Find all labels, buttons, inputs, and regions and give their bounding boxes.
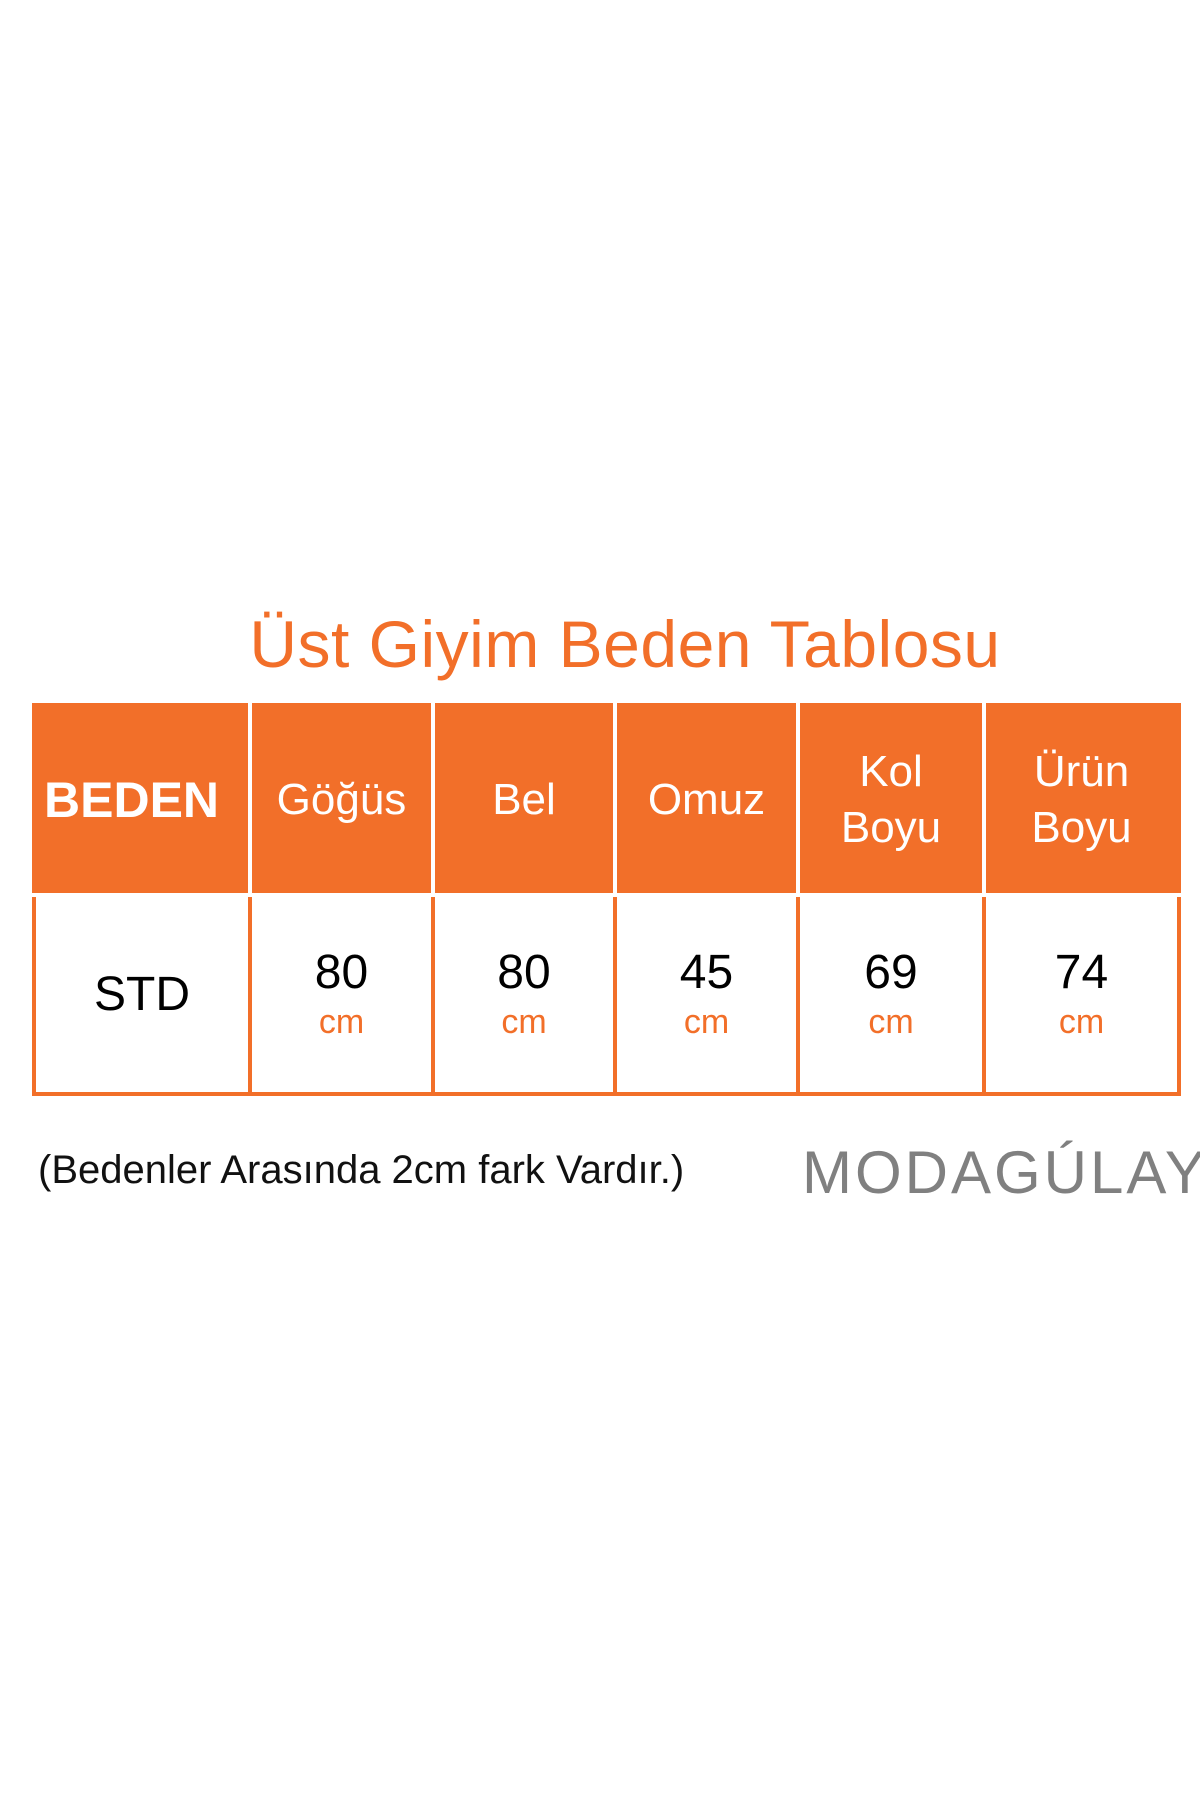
page-title: Üst Giyim Beden Tablosu <box>249 607 1001 681</box>
header-beden: BEDEN <box>32 703 252 897</box>
size-chart-table: BEDEN Göğüs Bel Omuz Kol Boyu Ürün Boyu … <box>32 703 1181 1096</box>
table-header-row: BEDEN Göğüs Bel Omuz Kol Boyu Ürün Boyu <box>32 703 1181 897</box>
header-kol-boyu: Kol Boyu <box>796 703 986 897</box>
value-number: 74 <box>1054 945 1109 999</box>
table-row: STD 80 cm 80 cm 45 cm 69 cm 74 cm <box>32 893 1181 1096</box>
value-number: 80 <box>314 945 369 999</box>
value-cell: 45 cm <box>613 893 800 1096</box>
value-cell: 80 cm <box>431 893 617 1096</box>
value-number: 69 <box>864 945 918 999</box>
value-cell: 74 cm <box>982 893 1181 1096</box>
brand-logo: MODAGÚLAY <box>802 1139 1200 1206</box>
size-cell: STD <box>32 893 252 1096</box>
header-omuz: Omuz <box>613 703 800 897</box>
value-unit: cm <box>868 1002 914 1041</box>
value-unit: cm <box>1058 1002 1105 1041</box>
header-bel: Bel <box>431 703 617 897</box>
value-unit: cm <box>318 1002 365 1041</box>
value-cell: 69 cm <box>796 893 986 1096</box>
value-number: 80 <box>497 945 551 999</box>
value-cell: 80 cm <box>248 893 435 1096</box>
size-difference-note: (Bedenler Arasında 2cm fark Vardır.) <box>38 1148 685 1192</box>
value-unit: cm <box>501 1002 547 1041</box>
value-unit: cm <box>683 1002 730 1041</box>
value-number: 45 <box>679 945 734 999</box>
header-gogus: Göğüs <box>248 703 435 897</box>
header-urun-boyu-text: Ürün Boyu <box>1031 747 1132 852</box>
header-urun-boyu: Ürün Boyu <box>982 703 1181 897</box>
header-kol-boyu-text: Kol Boyu <box>840 747 942 852</box>
